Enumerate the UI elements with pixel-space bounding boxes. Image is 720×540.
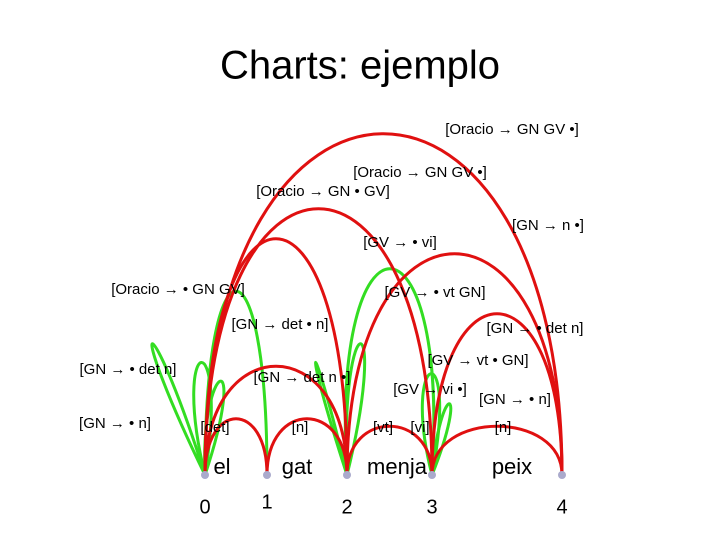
position-index: 1 [261,491,272,513]
edge-label: [Oracio → GN • GV] [256,183,390,200]
edge-label: [GN → det n •] [254,369,351,386]
title: Charts: ejemplo [220,44,500,88]
position-index: 3 [426,496,437,518]
edge-label: [vi] [410,419,429,436]
position-index: 2 [341,496,352,518]
word: menja [367,454,428,479]
arc [430,312,564,476]
position-index: 4 [556,496,567,518]
arc [343,267,436,476]
arc [203,364,349,476]
nodes [201,471,566,479]
edge-label: [GV → vt • GN] [427,352,528,369]
edge-label: [GV → vi •] [393,381,467,398]
word: peix [492,454,532,479]
arc [203,237,349,476]
arc [150,342,207,476]
edge-label: [GV → • vt GN] [384,284,485,301]
edge-label: [GN → • det n] [487,320,584,337]
edge-label: [det] [200,419,229,436]
edge-label: [Oracio → • GN GV] [111,281,245,298]
edge-label: [GN → n •] [512,217,584,234]
edge-label: [vt] [373,419,393,436]
word: gat [282,454,313,479]
arc [345,252,564,476]
edge-label: [n] [495,419,512,436]
node [428,471,436,479]
edge-label: [Oracio → GN GV •] [353,164,487,181]
edge-label: [GV → • vi] [363,234,437,251]
edge-label: [GN → • n] [479,391,551,408]
position-index: 0 [199,496,210,518]
arc [192,361,213,476]
arc [344,342,367,476]
word: el [213,454,230,479]
edge-label: [GN → • det n] [80,361,177,378]
edge-label: [n] [292,419,309,436]
arc [265,417,349,476]
arc [313,361,349,476]
arc [345,424,434,476]
red-arcs [203,132,564,476]
node [558,471,566,479]
edge-label: [GN → • n] [79,415,151,432]
node [201,471,209,479]
node [263,471,271,479]
arc [430,402,453,476]
edge-label: [GN → det • n] [232,316,329,333]
node [343,471,351,479]
arc [203,417,269,476]
arc [203,207,434,476]
arc [430,424,564,476]
edge-label: [Oracio → GN GV •] [445,121,579,138]
